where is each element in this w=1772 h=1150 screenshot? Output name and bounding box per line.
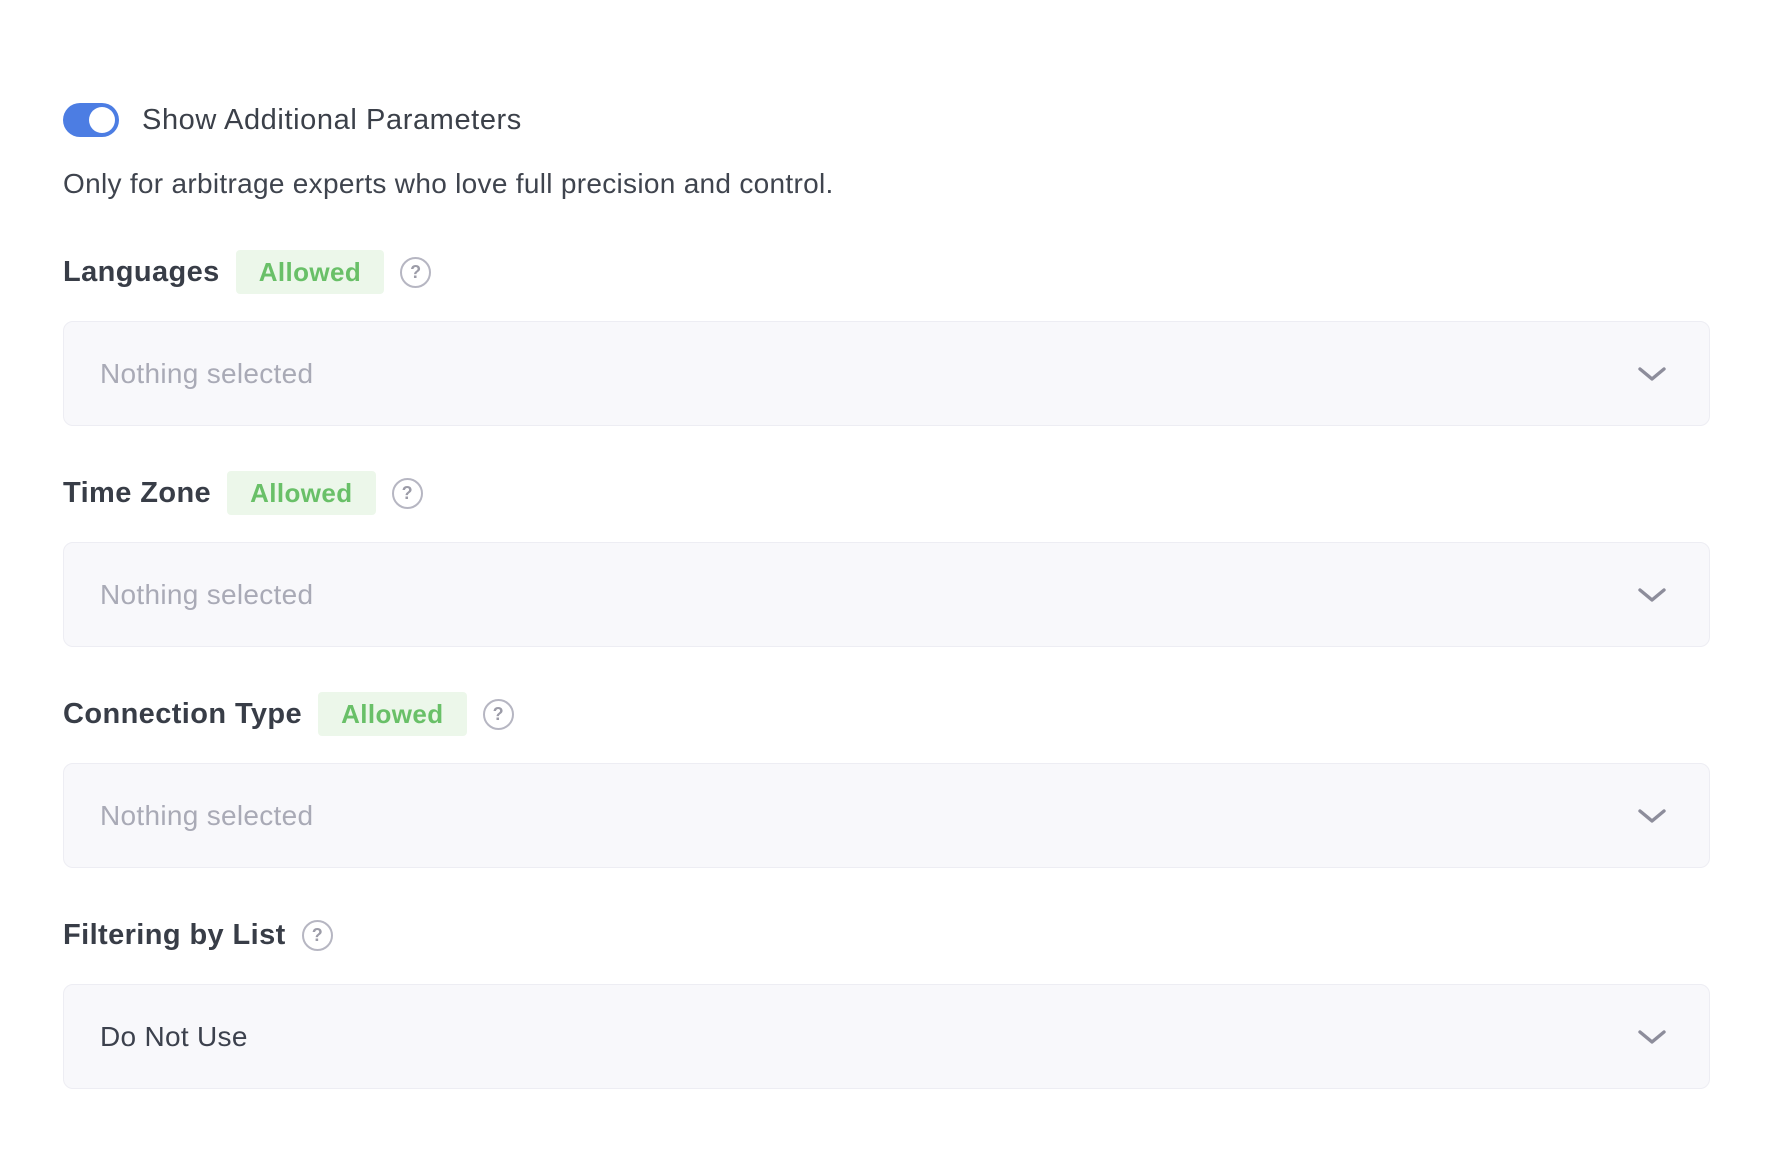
field-label: Connection Type: [63, 697, 303, 730]
help-icon[interactable]: ?: [301, 919, 333, 951]
field-label: Time Zone: [63, 476, 212, 509]
field-label: Filtering by List: [63, 918, 286, 951]
field-languages: Languages Allowed ? Nothing selected: [63, 249, 1710, 426]
toggle-label: Show Additional Parameters: [142, 103, 522, 136]
allowed-badge: Allowed: [235, 250, 385, 294]
chevron-down-icon: [1637, 1028, 1667, 1046]
chevron-down-icon: [1637, 807, 1667, 825]
chevron-down-icon: [1637, 586, 1667, 604]
help-icon[interactable]: ?: [400, 256, 432, 288]
chevron-down-icon: [1637, 365, 1667, 383]
section-description: Only for arbitrage experts who love full…: [63, 168, 834, 199]
select-value: Nothing selected: [100, 578, 314, 610]
select-value: Nothing selected: [100, 799, 314, 831]
allowed-badge: Allowed: [318, 692, 467, 736]
allowed-badge: Allowed: [227, 471, 376, 515]
field-connection-type: Connection Type Allowed ? Nothing select…: [63, 691, 1710, 868]
field-label-row: Languages Allowed ?: [63, 249, 1710, 295]
select-value: Nothing selected: [100, 357, 314, 389]
field-label: Languages: [63, 255, 220, 288]
field-filtering-by-list: Filtering by List ? Do Not Use: [63, 912, 1710, 1089]
toggle-row: Show Additional Parameters: [63, 103, 1710, 137]
languages-select[interactable]: Nothing selected: [63, 321, 1710, 426]
toggle-knob: [89, 107, 115, 133]
show-additional-parameters-toggle[interactable]: [63, 103, 119, 137]
filtering-by-list-select[interactable]: Do Not Use: [63, 984, 1710, 1089]
select-value: Do Not Use: [100, 1020, 248, 1052]
field-label-row: Connection Type Allowed ?: [63, 691, 1710, 737]
field-label-row: Filtering by List ?: [63, 912, 1710, 958]
field-label-row: Time Zone Allowed ?: [63, 470, 1710, 516]
connection-type-select[interactable]: Nothing selected: [63, 763, 1710, 868]
field-time-zone: Time Zone Allowed ? Nothing selected: [63, 470, 1710, 647]
help-icon[interactable]: ?: [482, 698, 514, 730]
time-zone-select[interactable]: Nothing selected: [63, 542, 1710, 647]
help-icon[interactable]: ?: [391, 477, 423, 509]
